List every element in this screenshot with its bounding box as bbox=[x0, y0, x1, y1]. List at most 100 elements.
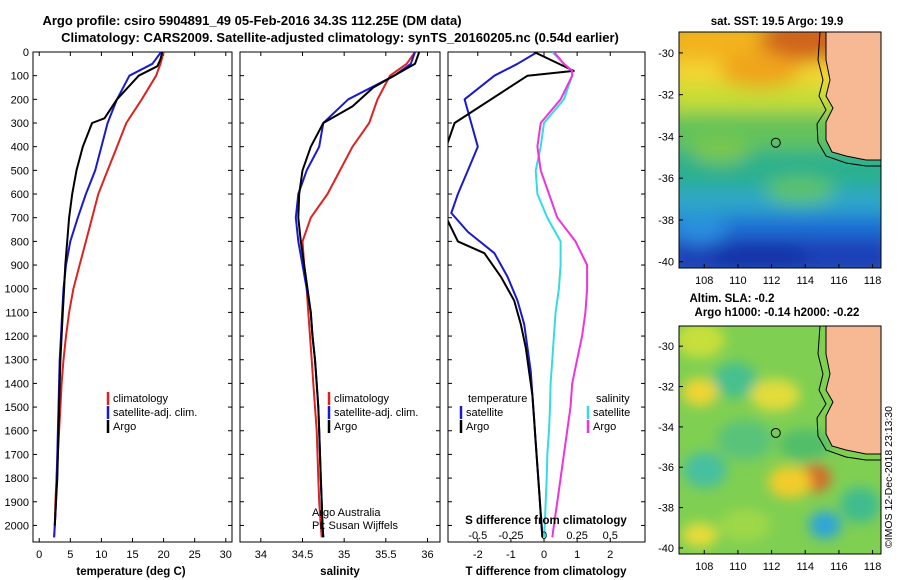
lat-tick-label: -38 bbox=[658, 215, 674, 227]
depth-tick-label: 1000 bbox=[5, 284, 29, 296]
lat-tick-label: -30 bbox=[658, 48, 674, 60]
side-stamp: ©IMOS 12-Dec-2018 23:13:30 bbox=[883, 406, 895, 548]
temperature-xlabel: temperature (deg C) bbox=[76, 566, 185, 578]
sla-map-panel: Altim. SLA: -0.2 Argo h1000: -0.14 h2000… bbox=[658, 293, 882, 573]
legend-s-satellite-label: satellite bbox=[593, 407, 630, 419]
s-difference-tick-label: 0.25 bbox=[566, 530, 587, 542]
legend-argo-label: Argo bbox=[113, 421, 136, 433]
sla-lat-tick-labels: -30 -32 -34 -36 -38 -40 bbox=[658, 341, 683, 555]
legend-argo-label: Argo bbox=[334, 421, 357, 433]
x-tick-label: 35 bbox=[338, 549, 350, 561]
sla-map-title-line1: Altim. SLA: -0.2 bbox=[690, 293, 775, 305]
difference-xlabel: T difference from climatology bbox=[465, 566, 627, 578]
legend-temperature-header: temperature bbox=[468, 393, 527, 405]
legend-satellite-label: satellite-adj. clim. bbox=[334, 407, 418, 419]
sst-map-panel: sat. SST: 19.5 Argo: 19.9 bbox=[658, 16, 882, 287]
temperature-panel: 0100200300400500600700800900100011001200… bbox=[5, 47, 233, 578]
salinity-difference-tick-labels: -0.5 -0.25 0 0.25 0.5 bbox=[468, 530, 618, 542]
series-line-argo bbox=[297, 52, 421, 538]
lat-tick-label: -32 bbox=[658, 382, 674, 394]
sla-lon-tick-labels: 108 110 112 114 116 118 bbox=[695, 550, 881, 573]
x-tick-label: 25 bbox=[189, 549, 201, 561]
lon-tick-label: 112 bbox=[763, 275, 781, 287]
sst-map-title: sat. SST: 19.5 Argo: 19.9 bbox=[711, 16, 844, 28]
lon-tick-label: 116 bbox=[830, 275, 848, 287]
salinity-xlabel: salinity bbox=[320, 566, 360, 578]
difference-depth-ticks bbox=[448, 51, 645, 526]
series-line-argo bbox=[53, 52, 164, 526]
depth-tick-label: 1300 bbox=[5, 355, 29, 367]
title-line1: Argo profile: csiro 5904891_49 05-Feb-20… bbox=[42, 13, 461, 28]
lon-tick-label: 110 bbox=[729, 561, 747, 573]
series-line-t-argo bbox=[448, 52, 575, 538]
x-tick-label: 20 bbox=[157, 549, 169, 561]
x-tick-label: -1 bbox=[506, 549, 516, 561]
legend-salinity-header: salinity bbox=[596, 393, 630, 405]
x-tick-label: 5 bbox=[67, 549, 73, 561]
depth-tick-label: 700 bbox=[11, 213, 29, 225]
s-difference-tick-label: -0.5 bbox=[468, 530, 487, 542]
x-tick-label: 34.5 bbox=[292, 549, 313, 561]
depth-tick-label: 900 bbox=[11, 260, 29, 272]
sla-land-mask bbox=[825, 326, 881, 455]
x-tick-label: 34 bbox=[255, 549, 267, 561]
lat-tick-label: -40 bbox=[658, 543, 674, 555]
lon-tick-label: 108 bbox=[695, 561, 713, 573]
x-tick-label: 0 bbox=[541, 549, 547, 561]
depth-tick-label: 1900 bbox=[5, 497, 29, 509]
x-tick-label: 36 bbox=[421, 549, 433, 561]
legend-climatology-label: climatology bbox=[334, 393, 390, 405]
x-tick-label: 2 bbox=[607, 549, 613, 561]
sla-map-colour-field bbox=[679, 326, 880, 547]
lat-tick-label: -38 bbox=[658, 503, 674, 515]
depth-tick-label: 800 bbox=[11, 236, 29, 248]
salinity-axes-frame bbox=[239, 51, 441, 543]
sla-map-title-line2: Argo h1000: -0.14 h2000: -0.22 bbox=[695, 307, 860, 319]
depth-tick-label: 2000 bbox=[5, 520, 29, 532]
x-tick-label: 1 bbox=[574, 549, 580, 561]
difference-top-xlabel: S difference from climatology bbox=[465, 515, 627, 527]
series-line-s-satellite bbox=[534, 52, 574, 538]
temperature-legend: climatology satellite-adj. clim. Argo bbox=[106, 392, 197, 433]
depth-tick-label: 500 bbox=[11, 165, 29, 177]
depth-tick-labels: 0 100 200 300 400 500 600 700 800 900 1000 1100 1200… bbox=[5, 47, 232, 532]
sst-map-field bbox=[679, 32, 881, 268]
depth-tick-label: 1100 bbox=[5, 307, 29, 319]
salinity-legend: climatology satellite-adj. clim. Argo bbox=[327, 392, 418, 433]
difference-legend: temperature satellite Argo salinity sate… bbox=[459, 393, 630, 433]
x-tick-label: -2 bbox=[473, 549, 483, 561]
lat-tick-label: -36 bbox=[658, 173, 674, 185]
difference-series bbox=[448, 52, 589, 538]
temperature-tick-labels: 0 5 10 15 20 25 30 bbox=[36, 52, 232, 561]
lon-tick-label: 108 bbox=[695, 275, 713, 287]
legend-satellite-label: satellite-adj. clim. bbox=[113, 407, 197, 419]
x-tick-label: 0 bbox=[36, 549, 42, 561]
sla-map-frame bbox=[678, 325, 882, 555]
lon-tick-label: 118 bbox=[864, 275, 882, 287]
difference-panel: -2 -1 0 1 2 T difference from climatology S … bbox=[447, 51, 646, 578]
lat-tick-label: -36 bbox=[658, 462, 674, 474]
sla-argo-position-marker bbox=[770, 427, 781, 438]
series-line-s-argo bbox=[536, 52, 589, 538]
depth-tick-label: 1600 bbox=[5, 426, 29, 438]
depth-tick-label: 1400 bbox=[5, 378, 29, 390]
legend-climatology-label: climatology bbox=[113, 393, 169, 405]
sla-map-field bbox=[679, 326, 881, 554]
depth-tick-label: 300 bbox=[11, 118, 29, 130]
depth-tick-label: 1200 bbox=[5, 331, 29, 343]
x-tick-label: 35.5 bbox=[375, 549, 396, 561]
x-tick-label: 30 bbox=[220, 549, 232, 561]
temperature-series bbox=[53, 52, 165, 538]
lon-tick-label: 110 bbox=[729, 275, 747, 287]
s-difference-tick-label: 0.5 bbox=[603, 530, 618, 542]
lon-tick-label: 112 bbox=[763, 561, 781, 573]
credit-line1: Argo Australia bbox=[312, 507, 381, 519]
depth-tick-label: 400 bbox=[11, 142, 29, 154]
s-difference-tick-label: 0 bbox=[541, 530, 547, 542]
legend-s-argo-label: Argo bbox=[593, 421, 616, 433]
lon-tick-label: 114 bbox=[796, 275, 814, 287]
salinity-depth-ticks bbox=[240, 51, 440, 526]
lat-tick-label: -32 bbox=[658, 90, 674, 102]
lat-tick-label: -30 bbox=[658, 341, 674, 353]
